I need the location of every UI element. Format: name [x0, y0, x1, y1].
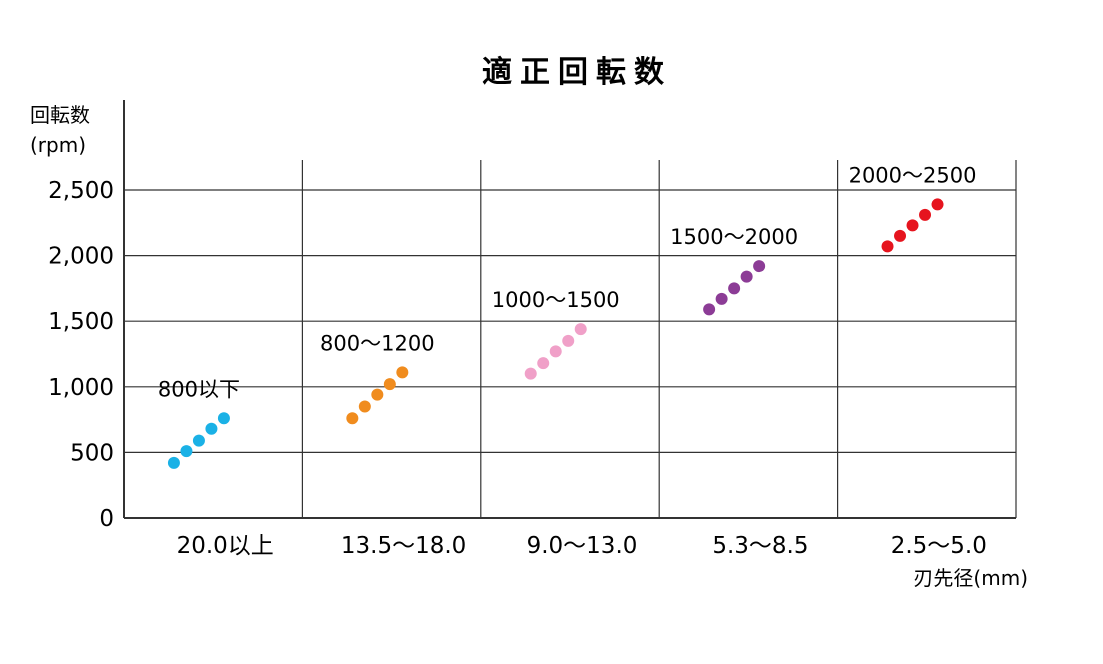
data-point: [358, 400, 371, 413]
grid: [123, 100, 1017, 519]
data-point: [192, 434, 205, 447]
data-point: [205, 422, 218, 435]
data-point: [537, 357, 550, 370]
data-point: [753, 260, 766, 273]
range-label: 1000〜1500: [492, 288, 620, 312]
x-tick-label: 9.0〜13.0: [527, 533, 638, 559]
data-point: [383, 378, 396, 391]
data-point: [919, 208, 932, 221]
data-point: [346, 412, 359, 425]
data-point: [740, 270, 753, 283]
data-point: [167, 456, 180, 469]
data-point: [574, 323, 587, 336]
data-points: [167, 198, 944, 469]
x-tick-label: 5.3〜8.5: [712, 533, 808, 559]
chart-title: 適正回転数: [482, 55, 672, 90]
data-point: [217, 412, 230, 425]
data-point: [906, 219, 919, 232]
x-tick-label: 20.0以上: [177, 533, 274, 559]
y-tick-label: 1,000: [48, 375, 114, 401]
y-tick-label: 2,000: [48, 244, 114, 270]
data-point: [931, 198, 944, 211]
y-tick-label: 2,500: [48, 178, 114, 204]
data-point: [396, 366, 409, 379]
range-label: 2000〜2500: [849, 163, 977, 187]
y-axis-label: 回転数: [30, 103, 90, 127]
data-point: [728, 282, 741, 295]
x-axis-label: 刃先径(mm): [913, 566, 1028, 590]
range-label: 1500〜2000: [670, 225, 798, 249]
x-tick-label: 2.5〜5.0: [891, 533, 987, 559]
y-ticks: 0 500 1,000 1,500 2,000 2,500: [48, 178, 114, 532]
range-label: 800〜1200: [320, 331, 435, 355]
x-ticks: 20.0以上 13.5〜18.0 9.0〜13.0 5.3〜8.5 2.5〜5.0: [177, 533, 987, 559]
y-tick-label: 500: [70, 440, 114, 466]
data-point: [562, 334, 575, 347]
data-point: [715, 292, 728, 305]
y-tick-label: 0: [99, 506, 114, 532]
data-point: [894, 229, 907, 242]
data-point: [881, 240, 894, 253]
range-label: 800以下: [158, 377, 240, 401]
data-point: [371, 388, 384, 401]
data-point: [703, 303, 716, 316]
data-point: [524, 367, 537, 380]
y-tick-label: 1,500: [48, 309, 114, 335]
y-axis-unit: (rpm): [30, 133, 86, 157]
x-tick-label: 13.5〜18.0: [341, 533, 466, 559]
range-labels: 800以下 800〜1200 1000〜1500 1500〜2000 2000〜2500: [158, 163, 977, 401]
data-point: [549, 345, 562, 358]
data-point: [180, 445, 193, 458]
